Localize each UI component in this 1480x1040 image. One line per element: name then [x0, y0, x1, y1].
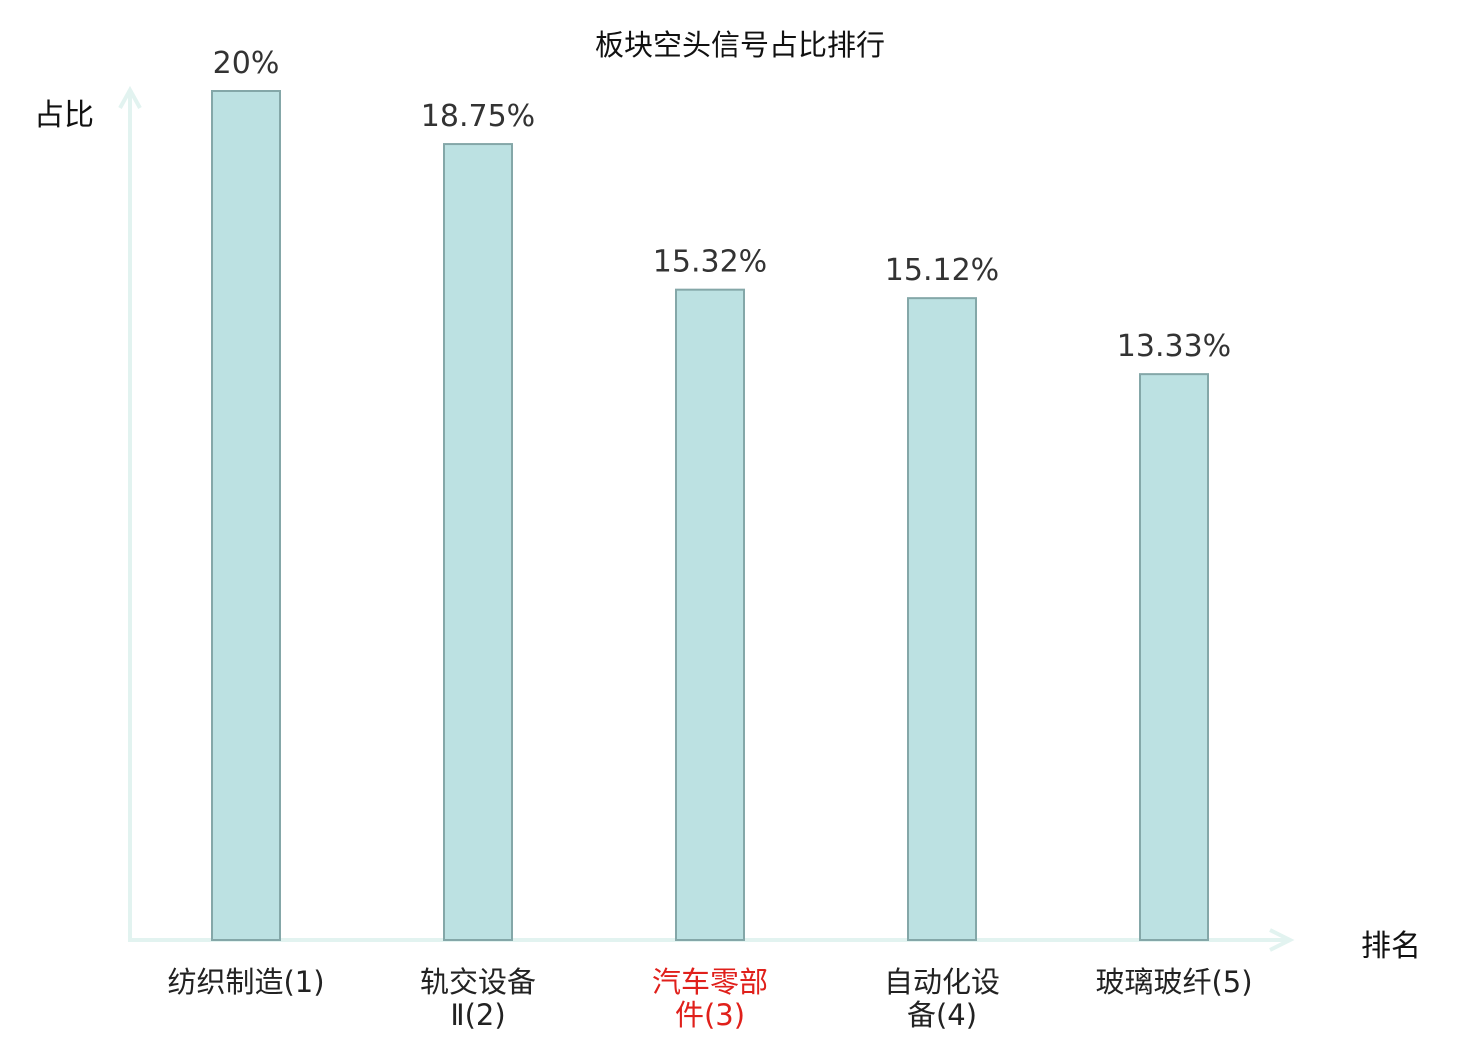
x-tick-line: 轨交设备: [419, 965, 536, 999]
x-tick-label-5: 玻璃玻纤(5): [1074, 966, 1274, 999]
x-tick-line: Ⅱ(2): [450, 998, 506, 1032]
bars: [211, 90, 1209, 942]
value-label-4: 15.12%: [885, 253, 999, 288]
chart-title: 板块空头信号占比排行: [594, 28, 885, 62]
x-axis-arrow: [1269, 928, 1295, 952]
x-tick-label-3: 汽车零部 件(3): [610, 966, 810, 1032]
x-tick-line: 自动化设: [883, 965, 1000, 999]
x-tick-label-1: 纺织制造(1): [146, 966, 346, 999]
bar-4: [907, 297, 977, 941]
x-axis-label: 排名: [1361, 929, 1421, 964]
bar-3: [675, 288, 745, 941]
x-tick-label-2: 轨交设备 Ⅱ(2): [378, 966, 578, 1032]
bar-2: [443, 143, 513, 941]
x-tick-line: 件(3): [674, 998, 746, 1032]
y-axis-arrow: [118, 85, 142, 109]
y-axis-label: 占比: [34, 98, 94, 133]
bar-1: [211, 90, 281, 941]
value-label-2: 18.75%: [421, 99, 535, 134]
value-label-3: 15.32%: [653, 245, 767, 280]
value-labels: 20% 18.75% 15.32% 15.12% 13.33%: [213, 46, 1232, 364]
x-tick-line: 纺织制造(1): [167, 965, 325, 999]
x-tick-line: 备(4): [906, 998, 978, 1032]
bar-5: [1139, 373, 1209, 942]
value-label-5: 13.33%: [1117, 329, 1231, 364]
value-label-1: 20%: [213, 46, 280, 81]
x-tick-label-4: 自动化设 备(4): [842, 966, 1042, 1032]
x-tick-line: 玻璃玻纤(5): [1095, 965, 1253, 999]
x-tick-line: 汽车零部: [651, 965, 768, 999]
